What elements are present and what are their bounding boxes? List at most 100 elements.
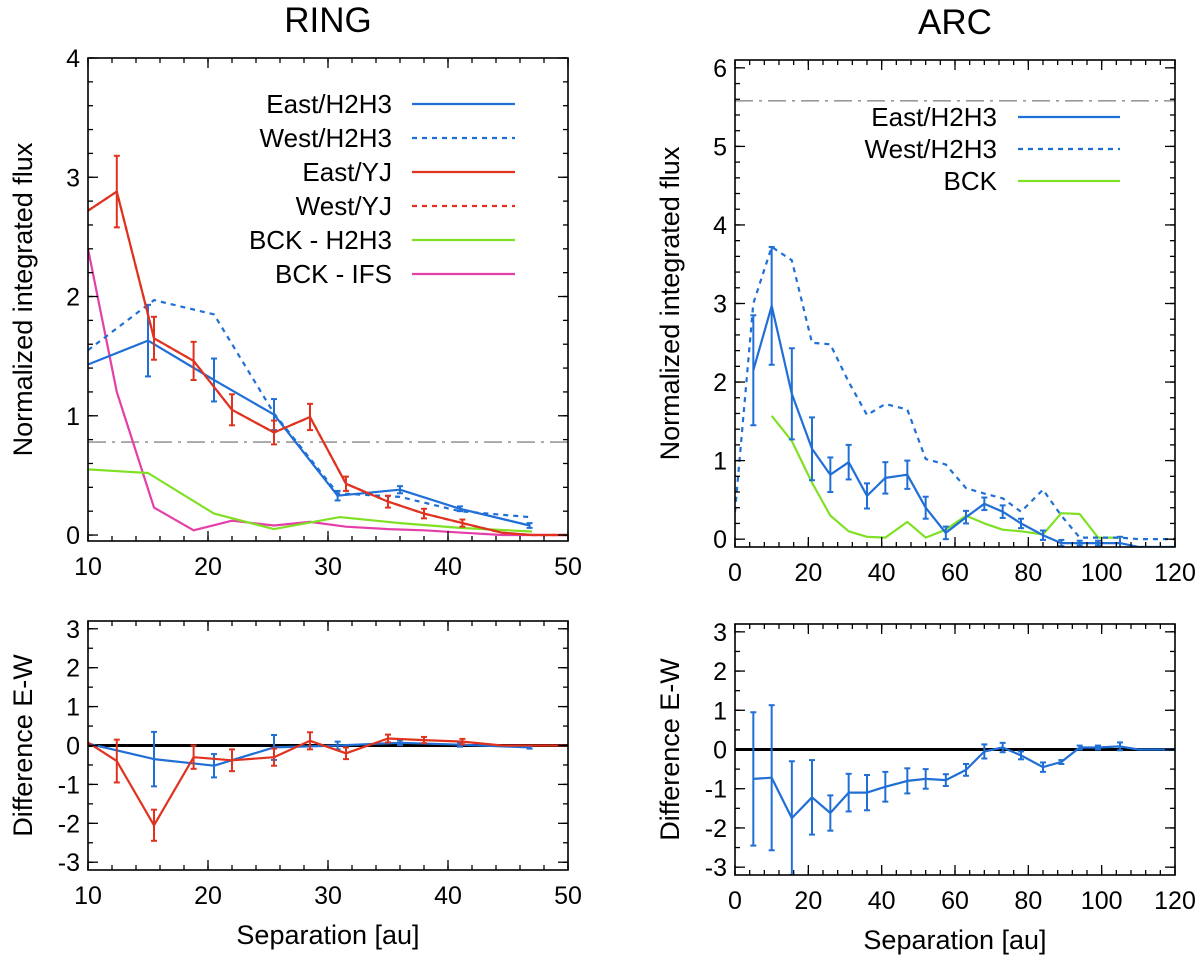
error-bar xyxy=(334,489,341,502)
x-tick-label: 30 xyxy=(314,882,342,910)
y-tick-label: -1 xyxy=(705,776,727,804)
series-line xyxy=(753,745,1175,820)
x-tick-label: 10 xyxy=(74,882,102,910)
error-bar xyxy=(307,402,313,432)
x-tick-label: 120 xyxy=(1154,559,1196,587)
y-tick-label: 3 xyxy=(66,164,80,192)
x-tick-label: 80 xyxy=(1014,559,1042,587)
error-bar xyxy=(343,475,349,492)
error-bar xyxy=(307,731,313,751)
legend: East/H2H3 West/H2H3 East/YJ West/YJ BCK - H2… xyxy=(249,89,515,289)
error-bar xyxy=(963,509,969,525)
error-bar xyxy=(190,744,197,770)
error-bar xyxy=(788,760,795,875)
error-bar xyxy=(864,482,870,510)
y-tick-label: 4 xyxy=(66,45,80,73)
error-bar xyxy=(845,772,852,813)
x-tick-label: 120 xyxy=(1154,887,1196,915)
error-bar xyxy=(397,739,403,747)
series-difference-yj xyxy=(88,731,568,842)
x-tick-label: 30 xyxy=(314,553,342,581)
error-bar xyxy=(151,315,157,361)
series-line xyxy=(735,245,1175,541)
error-bar xyxy=(397,485,403,495)
legend-label: East/H2H3 xyxy=(266,89,392,119)
legend-label: East/H2H3 xyxy=(871,102,997,132)
y-tick-label: 1 xyxy=(713,448,727,476)
error-bar xyxy=(942,525,949,541)
y-axis-label: Normalized integrated flux xyxy=(655,146,685,460)
x-tick-label: 20 xyxy=(194,882,222,910)
series-bck-h2h3 xyxy=(88,468,533,533)
error-bar xyxy=(1076,539,1083,547)
error-bar xyxy=(229,748,235,773)
error-bar xyxy=(151,808,157,842)
series-bck xyxy=(770,415,1120,539)
y-tick-label: 0 xyxy=(713,737,727,765)
y-tick-label: 2 xyxy=(713,369,727,397)
series-difference-h2h3 xyxy=(750,704,1175,875)
x-tick-label: 60 xyxy=(941,887,969,915)
y-axis-label: Difference E-W xyxy=(8,654,38,837)
series-line xyxy=(752,304,1175,547)
error-bar xyxy=(942,773,949,787)
chart-title: RING xyxy=(284,1,372,40)
error-bar xyxy=(904,767,911,795)
error-bar xyxy=(750,314,757,427)
error-bar xyxy=(113,738,120,784)
series-line xyxy=(88,248,568,537)
y-tick-label: 0 xyxy=(713,526,727,554)
y-tick-label: -1 xyxy=(58,771,80,799)
series-west-h2h3 xyxy=(88,299,530,519)
x-tick-label: 80 xyxy=(1014,887,1042,915)
plot-area xyxy=(735,100,1175,547)
x-tick-label: 40 xyxy=(434,553,462,581)
panel-ring-bottom: 10 20 30 40 50 -3 -2 -1 0 1 2 3 Difference E-W Separa… xyxy=(8,616,582,950)
error-bar xyxy=(750,711,757,847)
error-bar xyxy=(864,773,870,812)
y-tick-label: -2 xyxy=(58,810,80,838)
series-west-h2h3 xyxy=(735,245,1175,541)
error-bar xyxy=(385,733,391,744)
y-tick-label: -2 xyxy=(705,815,727,843)
legend-label: BCK - IFS xyxy=(275,259,392,289)
error-bar xyxy=(827,456,834,494)
y-tick-label: 3 xyxy=(713,619,727,647)
error-bar xyxy=(845,443,852,481)
y-tick-label: 1 xyxy=(713,697,727,725)
y-axis-label: Normalized integrated flux xyxy=(8,142,38,456)
y-axis-label: Difference E-W xyxy=(655,658,685,841)
error-bar xyxy=(882,461,889,495)
error-bar xyxy=(922,768,929,790)
error-bar xyxy=(1095,539,1101,547)
error-bar xyxy=(809,759,815,836)
x-tick-label: 100 xyxy=(1081,559,1123,587)
error-bar xyxy=(981,743,988,760)
x-axis-label: Separation [au] xyxy=(236,920,419,950)
panel-ring-top: 10 20 30 40 50 0 1 2 3 4 RING Normalized integrated… xyxy=(8,1,582,581)
series-line xyxy=(88,190,568,537)
error-bar xyxy=(922,495,929,520)
error-bar xyxy=(271,419,277,446)
error-bar xyxy=(1040,761,1046,773)
error-bar xyxy=(113,154,120,229)
chart-title: ARC xyxy=(918,3,992,42)
y-tick-label: 6 xyxy=(713,55,727,83)
x-tick-label: 0 xyxy=(728,887,742,915)
error-bar xyxy=(457,505,463,513)
y-tick-label: 3 xyxy=(713,291,727,319)
plot-area xyxy=(88,154,568,537)
error-bar xyxy=(229,393,235,427)
legend-label: BCK xyxy=(944,166,998,196)
y-tick-label: 0 xyxy=(66,733,80,761)
error-bar xyxy=(526,522,533,529)
error-bar xyxy=(788,347,795,441)
error-bar xyxy=(768,704,775,852)
y-tick-label: 3 xyxy=(66,616,80,644)
error-bar xyxy=(882,770,889,803)
series-line xyxy=(88,468,533,533)
error-bar xyxy=(1018,750,1024,761)
error-bar xyxy=(1117,535,1123,547)
